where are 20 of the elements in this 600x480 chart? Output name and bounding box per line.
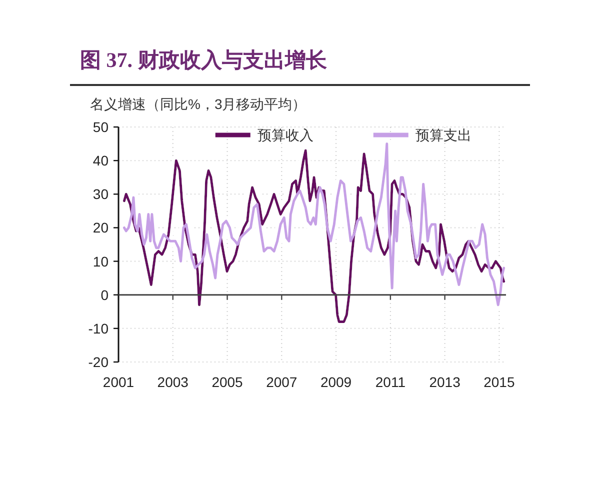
y-tick-label: 20 [92,220,109,236]
x-tick-label: 2007 [266,374,298,390]
y-tick-label: 40 [92,152,109,169]
legend-label: 预算支出 [415,127,472,143]
x-tick-label: 2015 [484,374,515,390]
x-tick-label: 2013 [429,374,461,390]
x-tick-label: 2009 [320,374,352,390]
y-tick-label: 0 [100,286,109,303]
y-tick-label: 10 [92,253,109,270]
y-tick-label: 30 [92,186,109,202]
x-tick-label: 2011 [375,374,406,390]
legend-label: 预算收入 [257,127,314,143]
y-tick-label: -20 [88,354,109,370]
x-tick-label: 2001 [102,374,134,390]
y-axis-title: 名义增速（同比%，3月移动平均） [90,96,306,112]
y-tick-label: 50 [92,119,109,135]
chart-title: 图 37. 财政收入与支出增长 [80,48,328,72]
x-tick-label: 2005 [212,374,244,390]
x-tick-label: 2003 [157,374,189,390]
y-tick-label: -10 [88,320,109,336]
